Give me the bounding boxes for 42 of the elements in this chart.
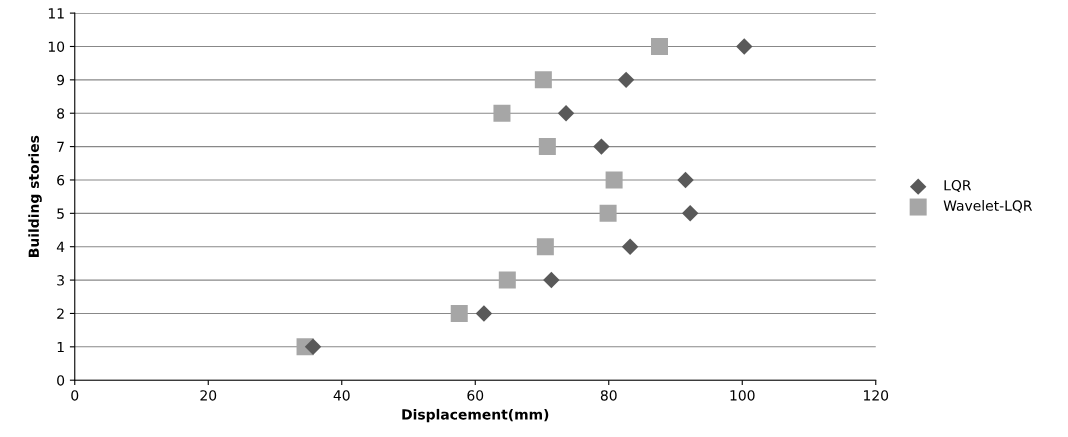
x-tick-label: 80 — [600, 390, 617, 401]
point — [498, 271, 516, 289]
point — [536, 238, 554, 256]
x-axis-title: Displacement(mm) — [402, 408, 549, 423]
point — [493, 104, 511, 122]
y-tick-label: 1 — [57, 341, 64, 353]
x-tick-label: 40 — [333, 390, 350, 401]
y-tick-label: 3 — [57, 275, 64, 286]
x-tick-label: 60 — [467, 390, 484, 401]
point — [593, 138, 610, 155]
point — [543, 271, 560, 289]
x-tick-label: 20 — [200, 390, 217, 401]
point — [557, 105, 575, 122]
point — [650, 37, 668, 55]
x-tick-label: 120 — [864, 390, 889, 401]
y-tick-label: 9 — [57, 74, 65, 86]
y-axis-title: Building stories — [28, 135, 42, 257]
point — [450, 304, 468, 322]
y-tick-label: 11 — [48, 8, 64, 19]
point — [605, 171, 623, 189]
y-tick-label: 7 — [57, 141, 64, 152]
point — [475, 305, 493, 322]
y-tick-label: 5 — [57, 208, 64, 219]
x-tick-label: 0 — [71, 390, 79, 401]
legend-label: LQR — [944, 179, 972, 193]
point — [304, 338, 322, 356]
legend-label: Wavelet-LQR — [943, 200, 1033, 213]
point — [621, 238, 639, 255]
y-tick-label: 8 — [57, 108, 65, 119]
y-tick-label: 2 — [57, 308, 64, 319]
point — [599, 204, 617, 222]
point — [681, 205, 699, 222]
y-tick-label: 0 — [57, 375, 65, 386]
y-tick-label: 4 — [56, 241, 65, 252]
point — [677, 171, 694, 189]
x-tick-label: 100 — [730, 390, 755, 401]
y-tick-label: 6 — [57, 174, 65, 186]
point — [736, 38, 753, 55]
point — [538, 138, 556, 156]
point — [534, 71, 552, 89]
point — [617, 71, 635, 89]
y-tick-label: 10 — [48, 41, 65, 52]
